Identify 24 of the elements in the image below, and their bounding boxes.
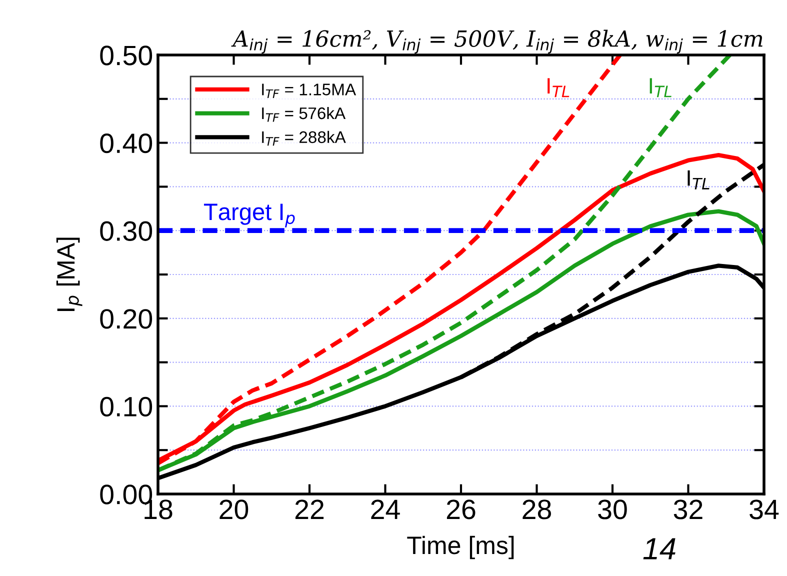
y-tick-label: 0.30 bbox=[100, 221, 152, 241]
x-axis-title: Time [ms] bbox=[407, 536, 514, 560]
x-tick-label: 24 bbox=[371, 500, 400, 519]
legend-label: I$_{TF}$ = 576kA bbox=[262, 106, 346, 122]
x-tick-label: 20 bbox=[220, 500, 248, 520]
x-tick-label: 32 bbox=[674, 500, 702, 520]
y-tick-label: 0.50 bbox=[100, 46, 152, 66]
legend-label: I$_{TF}$ = 288kA bbox=[262, 130, 346, 146]
legend-label: I$_{TF}$ = 1.15MA bbox=[262, 84, 356, 98]
x-tick-label: 28 bbox=[522, 500, 551, 520]
y-tick-label: 0.20 bbox=[100, 309, 152, 329]
chart-title: A$_{inj}$ = 16cm², V$_{inj}$ = 500V, I$_{inj}$ = 8kA, w$_{inj}$ = 1cm bbox=[231, 30, 762, 54]
x-tick-label: 34 bbox=[750, 500, 779, 520]
y-tick-label: 0.10 bbox=[100, 396, 152, 417]
x-tick-label: 22 bbox=[295, 500, 324, 519]
text: 14 bbox=[643, 538, 676, 560]
x-tick-label: 26 bbox=[446, 500, 476, 520]
y-axis-title: I$_{p}$ [MA] bbox=[56, 238, 82, 311]
series-label: I$_{TL}$ bbox=[688, 170, 710, 190]
series-label: I$_{TL}$ bbox=[650, 78, 672, 98]
y-tick-label: 0.40 bbox=[100, 133, 152, 154]
x-tick-label: 30 bbox=[598, 500, 627, 520]
ref-line-label: Target I$_{p}$ bbox=[204, 204, 295, 228]
series-label: I$_{TL}$ bbox=[548, 78, 570, 98]
